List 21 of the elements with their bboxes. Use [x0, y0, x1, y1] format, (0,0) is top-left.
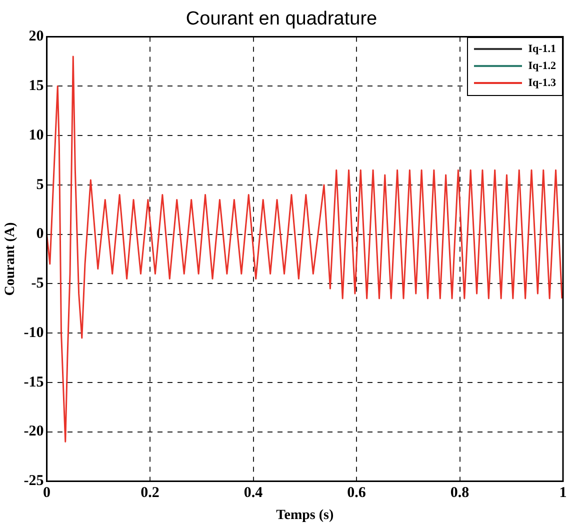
y-tick-label: -25 — [24, 473, 44, 490]
y-axis-title: Courant (A) — [3, 222, 18, 296]
legend-label: Iq-1.3 — [528, 77, 556, 90]
x-tick-label: 1 — [559, 485, 567, 502]
x-axis-title: Temps (s) — [276, 508, 334, 524]
y-tick-label: 5 — [36, 176, 44, 193]
y-tick-label: -5 — [31, 276, 44, 292]
y-tick-label: 15 — [28, 78, 44, 94]
y-tick-label: 10 — [28, 127, 44, 144]
y-tick-label: -20 — [24, 424, 44, 440]
chart-title: Courant en quadrature — [186, 8, 378, 30]
x-tick-label: 0.8 — [450, 485, 470, 502]
x-tick-label: 0.2 — [140, 485, 160, 502]
y-tick-label: -10 — [24, 324, 44, 341]
y-tick-label: -15 — [24, 374, 44, 390]
legend-label: Iq-1.2 — [528, 60, 556, 72]
y-tick-label: 0 — [36, 226, 44, 242]
x-tick-label: 0.6 — [347, 485, 366, 502]
y-tick-label: 20 — [28, 28, 44, 45]
x-tick-label: 0.4 — [244, 485, 264, 502]
legend-label: Iq-1.1 — [528, 43, 556, 56]
